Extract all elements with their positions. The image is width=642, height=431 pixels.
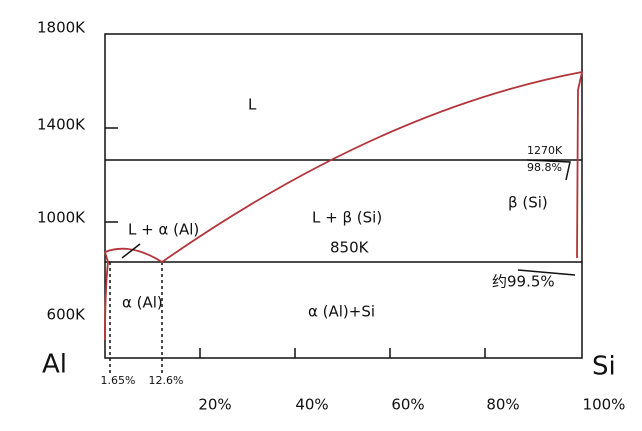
x-label: 60% (391, 396, 424, 414)
liquidus (104, 71, 583, 264)
leader (526, 159, 571, 181)
annotation: 850K (330, 239, 370, 257)
region-label: L + β (Si) (312, 209, 382, 227)
region-label: L (248, 96, 257, 114)
frame (104, 33, 583, 359)
y-label: 1400K (37, 116, 86, 134)
y-label: 1800K (37, 19, 86, 37)
solidus (104, 251, 109, 263)
marker-label: 1.65% (101, 374, 136, 387)
leader (121, 243, 141, 259)
x-label: 100% (583, 396, 626, 414)
region-label: L + α (Al) (128, 221, 199, 239)
leader (517, 269, 576, 276)
marker-label: 12.6% (149, 374, 184, 387)
x-start: Al (42, 350, 67, 380)
region-label: α (Al) (122, 294, 163, 312)
annotation: 98.8% (527, 161, 562, 174)
y-label: 1000K (37, 209, 86, 227)
ticks (105, 127, 486, 358)
x-end: Si (592, 352, 616, 382)
x-label: 80% (486, 396, 519, 414)
y-label: 600K (47, 306, 87, 324)
region-label: β (Si) (508, 194, 548, 212)
solvus (104, 261, 109, 341)
si-solidus (576, 71, 583, 259)
annotation: 1270K (527, 144, 563, 157)
x-label: 40% (295, 396, 328, 414)
region-label: α (Al)+Si (308, 303, 375, 321)
x-label: 20% (198, 396, 231, 414)
annotation: 约99.5% (492, 273, 555, 291)
